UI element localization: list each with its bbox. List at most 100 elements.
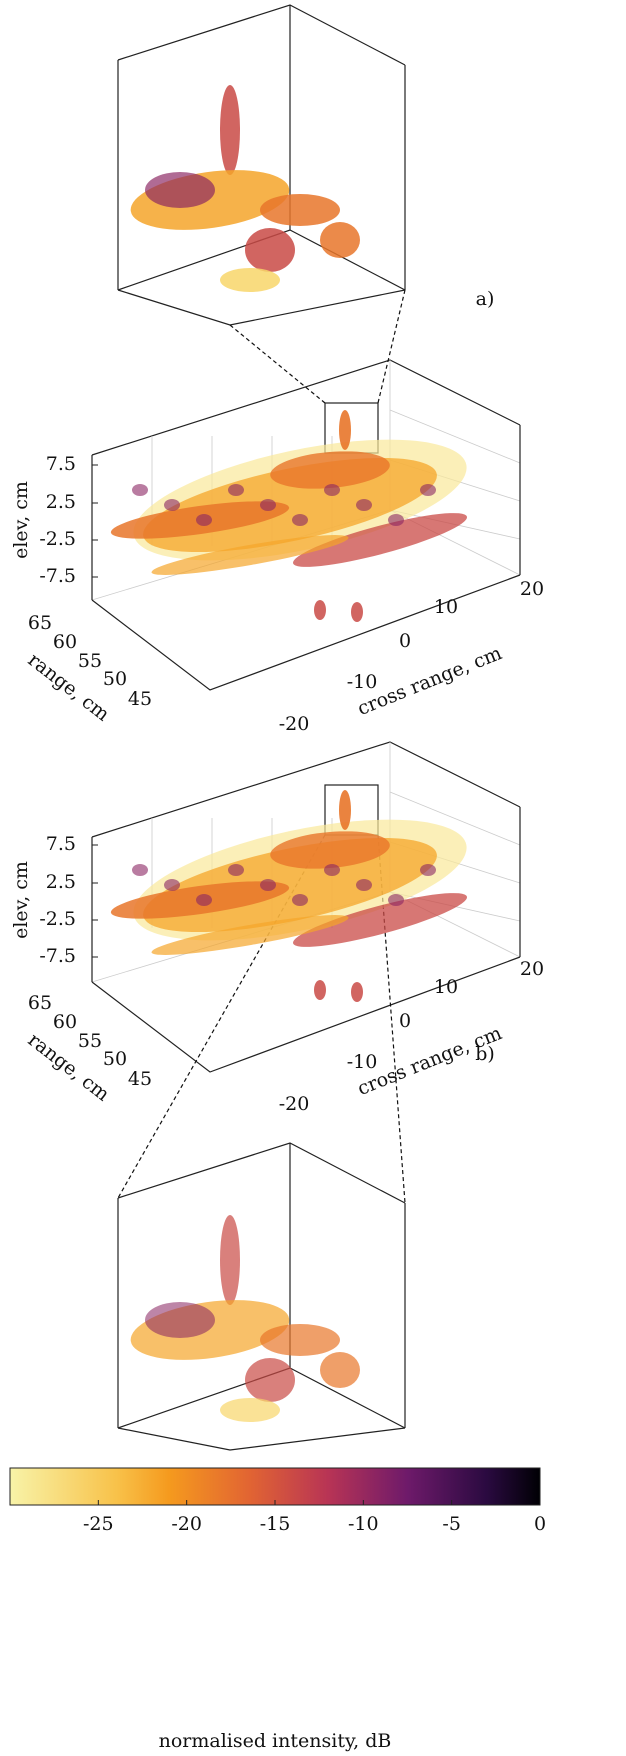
volume-blob <box>260 1324 340 1356</box>
y-tick-label: 50 <box>103 668 127 690</box>
volume-blob <box>270 451 390 489</box>
panel-label: b) <box>475 1043 495 1065</box>
volume-blob <box>132 864 148 876</box>
volume-blob <box>132 484 148 496</box>
box-edge <box>91 956 521 1073</box>
y-tick-label: 55 <box>78 1030 102 1052</box>
y-tick-label: 50 <box>103 1048 127 1070</box>
volume-blob <box>270 831 390 869</box>
colorbar <box>9 1467 541 1506</box>
volume-blob <box>320 1352 360 1388</box>
volume-blob <box>356 879 372 891</box>
y-tick-label: 55 <box>78 650 102 672</box>
box-edge <box>91 359 521 456</box>
volume-blob <box>320 222 360 258</box>
volume-blob <box>339 790 351 830</box>
volume-blob <box>388 894 404 906</box>
cube-edge <box>117 289 406 326</box>
y-tick-label: 65 <box>28 612 52 634</box>
zoom-line <box>377 289 406 404</box>
y-tick-label: 45 <box>128 688 152 710</box>
volume-blob <box>292 894 308 906</box>
colorbar-tick-label: -10 <box>348 1513 379 1535</box>
z-tick-label: 2.5 <box>46 491 76 513</box>
volume-blob <box>196 894 212 906</box>
colorbar-tick-label: -15 <box>260 1513 291 1535</box>
cube-edge <box>117 1142 406 1204</box>
y-tick-label: 60 <box>53 631 77 653</box>
z-axis-label: elev, cm <box>10 861 32 939</box>
z-tick-label: -7.5 <box>39 565 76 587</box>
volume-blob <box>164 499 180 511</box>
volume-blob <box>260 499 276 511</box>
volume-blob <box>245 1358 295 1402</box>
volume-blob <box>220 1398 280 1422</box>
volume-blob <box>145 172 215 208</box>
x-tick-label: -20 <box>279 1093 310 1115</box>
volume-blob <box>151 915 349 955</box>
volume-blob <box>356 499 372 511</box>
z-tick-label: 2.5 <box>46 871 76 893</box>
zoom-line <box>377 834 406 1204</box>
z-tick-label: -2.5 <box>39 908 76 930</box>
colorbar-label: normalised intensity, dB <box>159 1730 392 1752</box>
z-tick-label: 7.5 <box>46 453 76 475</box>
x-tick-label: -10 <box>347 671 378 693</box>
grid-line <box>389 791 521 846</box>
volume-blob <box>292 893 468 947</box>
x-tick-label: 20 <box>520 958 544 980</box>
z-axis-label: elev, cm <box>10 481 32 559</box>
volume-blob <box>164 879 180 891</box>
cube-edge <box>117 4 406 66</box>
box-edge <box>91 574 521 691</box>
volume-blob <box>220 268 280 292</box>
volume-blob <box>228 864 244 876</box>
colorbar-tick-label: -5 <box>442 1513 461 1535</box>
zoom-line <box>229 324 326 404</box>
z-tick-label: -7.5 <box>39 945 76 967</box>
colorbar-tick-label: -25 <box>83 1513 114 1535</box>
volume-blob <box>245 228 295 272</box>
volume-blob <box>145 1302 215 1338</box>
z-tick-label: 7.5 <box>46 833 76 855</box>
y-tick-label: 60 <box>53 1011 77 1033</box>
cube-edge <box>117 229 406 291</box>
y-tick-label: 65 <box>28 992 52 1014</box>
volume-blob <box>420 864 436 876</box>
x-tick-label: 0 <box>399 630 411 652</box>
x-tick-label: -20 <box>279 713 310 735</box>
volume-renderings <box>91 4 521 1451</box>
volume-blob <box>324 864 340 876</box>
volume-blob <box>314 600 326 620</box>
x-tick-label: -10 <box>347 1051 378 1073</box>
volume-blob <box>339 410 351 450</box>
x-tick-label: 10 <box>434 596 458 618</box>
volume-blob <box>228 484 244 496</box>
volume-blob <box>388 514 404 526</box>
volume-blob <box>292 514 308 526</box>
colorbar-tick-label: 0 <box>534 1513 546 1535</box>
grid-line <box>389 409 521 464</box>
volume-blob <box>292 513 468 567</box>
y-tick-label: 45 <box>128 1068 152 1090</box>
box-edge <box>91 741 521 838</box>
x-tick-label: 20 <box>520 578 544 600</box>
volume-blob <box>351 982 363 1002</box>
volume-blob <box>420 484 436 496</box>
volume-blob <box>220 85 240 175</box>
cube-edge <box>117 1427 406 1451</box>
volume-blob <box>260 879 276 891</box>
volume-blob <box>351 602 363 622</box>
volume-blob <box>324 484 340 496</box>
z-tick-label: -2.5 <box>39 528 76 550</box>
volume-blob <box>196 514 212 526</box>
volume-blob <box>151 535 349 575</box>
colorbar-tick-label: -20 <box>171 1513 202 1535</box>
panel-label: a) <box>476 288 495 310</box>
x-tick-label: 0 <box>399 1010 411 1032</box>
x-tick-label: 10 <box>434 976 458 998</box>
volume-blob <box>220 1215 240 1305</box>
volume-blob <box>260 194 340 226</box>
volume-blob <box>314 980 326 1000</box>
